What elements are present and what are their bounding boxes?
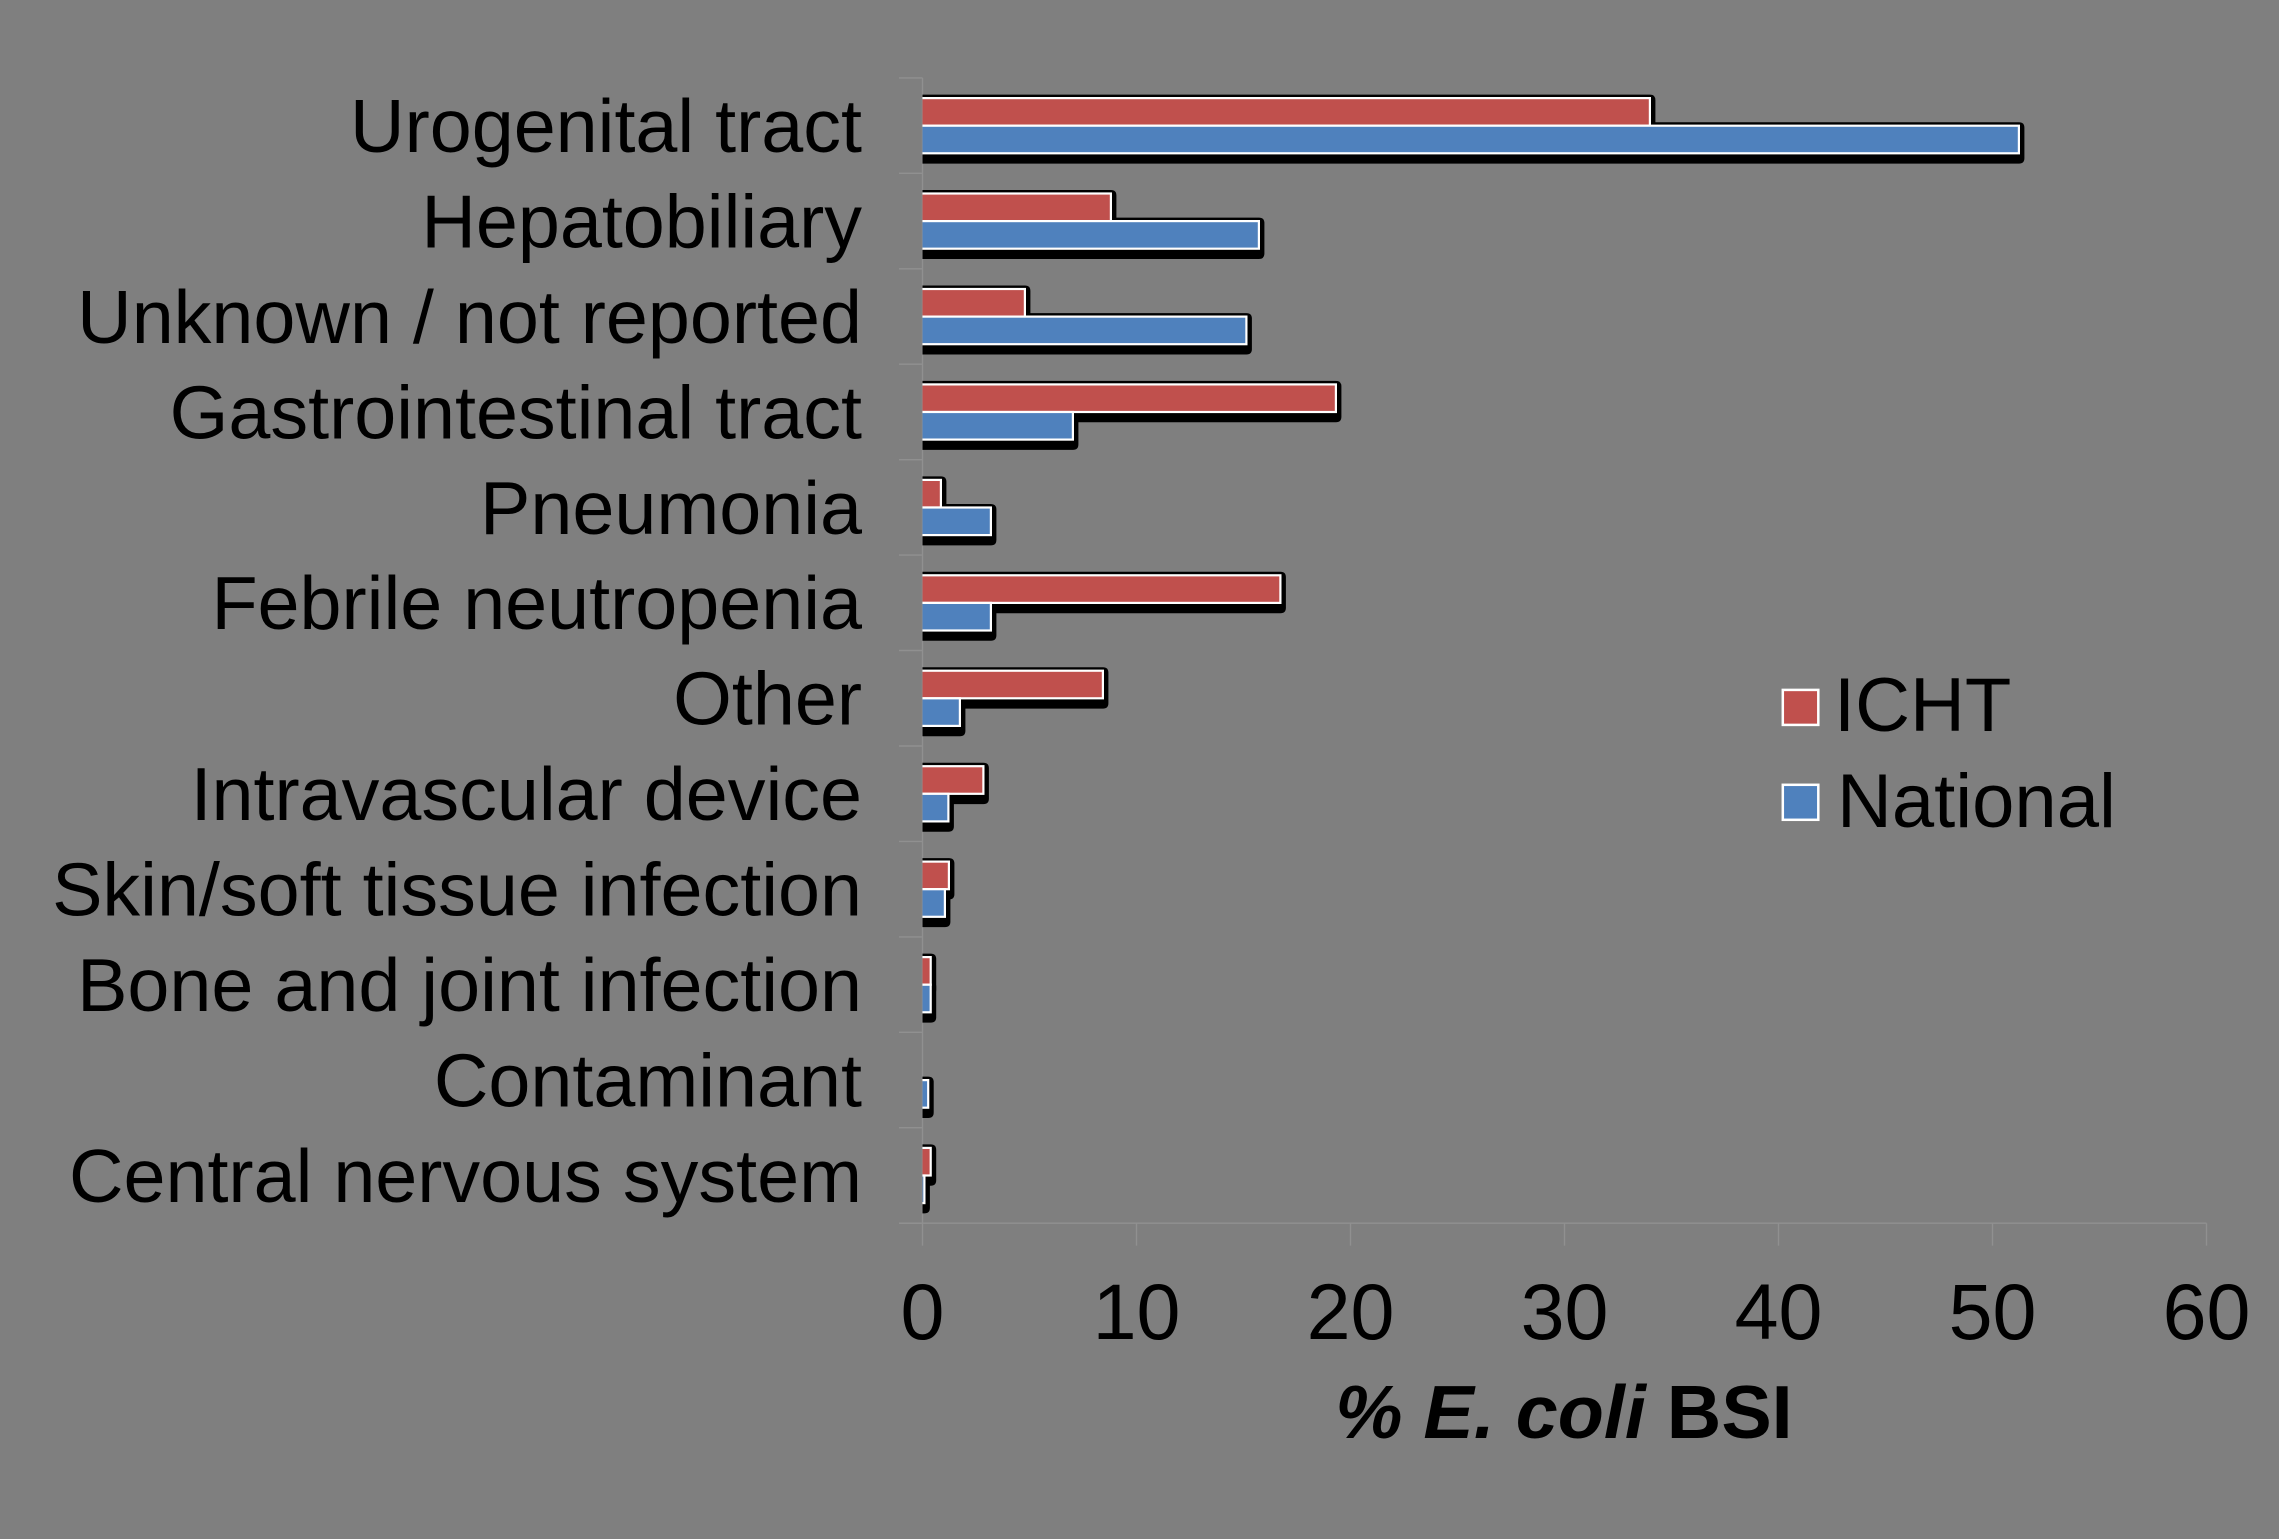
svg-text:National: National xyxy=(1837,759,2116,844)
svg-text:40: 40 xyxy=(1735,1267,1823,1356)
svg-text:Central nervous system: Central nervous system xyxy=(69,1134,862,1218)
svg-text:% E. coli BSI: % E. coli BSI xyxy=(1335,1370,1792,1454)
svg-text:50: 50 xyxy=(1949,1267,2037,1356)
svg-text:Other: Other xyxy=(673,657,862,741)
svg-text:Febrile neutropenia: Febrile neutropenia xyxy=(211,561,862,645)
svg-text:Skin/soft tissue infection: Skin/soft tissue infection xyxy=(52,848,862,932)
svg-text:60: 60 xyxy=(2163,1267,2251,1356)
svg-text:Pneumonia: Pneumonia xyxy=(480,466,862,550)
svg-text:Bone and joint infection: Bone and joint infection xyxy=(77,943,862,1027)
svg-text:Unknown / not reported: Unknown / not reported xyxy=(77,275,862,359)
svg-text:0: 0 xyxy=(901,1267,945,1356)
svg-text:Contaminant: Contaminant xyxy=(434,1039,862,1123)
svg-text:Urogenital tract: Urogenital tract xyxy=(350,84,862,168)
svg-text:ICHT: ICHT xyxy=(1834,663,2011,748)
svg-text:30: 30 xyxy=(1521,1267,1609,1356)
svg-text:Hepatobiliary: Hepatobiliary xyxy=(421,179,862,263)
svg-text:10: 10 xyxy=(1093,1267,1181,1356)
svg-text:Gastrointestinal tract: Gastrointestinal tract xyxy=(170,370,862,454)
svg-text:Intravascular device: Intravascular device xyxy=(191,752,862,836)
svg-text:20: 20 xyxy=(1307,1267,1395,1356)
